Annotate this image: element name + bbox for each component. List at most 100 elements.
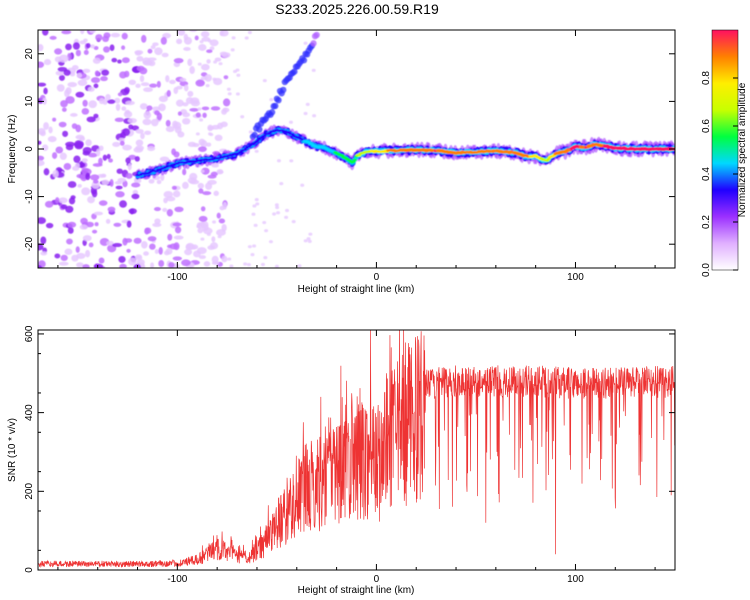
noise-cell: [38, 82, 47, 87]
noise-cell: [166, 90, 171, 97]
noise-cell: [55, 197, 60, 204]
noise-cell: [183, 84, 189, 92]
noise-cell: [92, 179, 99, 184]
noise-cell: [122, 144, 132, 151]
ridge-cell: [351, 160, 356, 163]
noise-cell: [179, 77, 187, 82]
ridge-core: [423, 148, 430, 152]
noise-cell: [184, 248, 193, 256]
noise-cell: [198, 188, 204, 194]
noise-cell: [77, 183, 82, 188]
noise-cell: [247, 245, 252, 249]
snr-ylabel: SNR (10 * v/v): [7, 418, 18, 482]
noise-cell: [222, 107, 227, 112]
noise-cell: [182, 168, 187, 176]
noise-cell: [260, 262, 265, 267]
noise-cell: [96, 148, 101, 157]
noise-cell: [285, 208, 290, 213]
noise-cell: [38, 265, 43, 268]
noise-cell: [121, 106, 127, 111]
noise-cell: [279, 182, 284, 186]
noise-cell: [231, 36, 236, 40]
noise-cell: [86, 116, 96, 123]
noise-cell: [67, 227, 74, 234]
noise-cell: [222, 98, 231, 107]
noise-cell: [94, 70, 100, 77]
noise-cell: [85, 249, 91, 258]
noise-cell: [52, 117, 57, 122]
noise-cell: [207, 126, 215, 131]
noise-cell: [135, 139, 144, 147]
noise-cell: [72, 42, 80, 50]
noise-cell: [119, 263, 127, 268]
noise-cell: [276, 159, 281, 163]
noise-cell: [243, 262, 248, 266]
noise-cell: [276, 211, 281, 215]
noise-cell: [60, 254, 68, 262]
noise-cell: [202, 191, 212, 196]
noise-cell: [198, 138, 206, 146]
noise-cell: [131, 182, 141, 188]
noise-cell: [93, 113, 99, 119]
noise-cell: [172, 256, 182, 261]
ridge-core: [402, 148, 409, 152]
noise-cell: [183, 33, 189, 41]
noise-cell: [152, 222, 162, 227]
noise-cell: [182, 181, 189, 190]
noise-cell: [207, 132, 212, 136]
ridge-core: [597, 143, 604, 147]
noise-cell: [92, 57, 101, 64]
noise-cell: [254, 149, 259, 153]
noise-cell: [64, 248, 73, 255]
noise-cell: [67, 181, 77, 188]
noise-cell: [185, 243, 193, 251]
ridge-core: [490, 149, 497, 153]
chart-title: S233.2025.226.00.59.R19: [275, 1, 439, 17]
noise-cell: [197, 107, 202, 111]
noise-cell: [255, 202, 260, 206]
noise-cell: [206, 232, 211, 236]
noise-cell: [133, 178, 142, 184]
spectrogram-xtick-label: 100: [567, 272, 584, 283]
noise-cell: [134, 156, 140, 162]
noise-cell: [248, 130, 253, 134]
noise-cell: [122, 128, 131, 136]
noise-cell: [42, 30, 49, 36]
noise-cell: [221, 223, 227, 232]
noise-cell: [113, 222, 122, 227]
branch-cell: [291, 68, 298, 75]
noise-cell: [133, 147, 144, 153]
noise-cell: [107, 206, 116, 213]
noise-cell: [122, 237, 128, 246]
noise-cell: [110, 32, 121, 38]
noise-cell: [226, 87, 231, 91]
noise-cell: [201, 106, 210, 111]
noise-cell: [141, 241, 148, 249]
noise-cell: [108, 158, 113, 163]
noise-cell: [305, 102, 310, 106]
ridge-core: [650, 147, 657, 151]
noise-cell: [147, 57, 157, 62]
noise-cell: [141, 34, 147, 43]
noise-cell: [82, 150, 91, 156]
noise-cell: [119, 140, 125, 146]
noise-cell: [200, 206, 206, 212]
noise-cell: [221, 255, 228, 263]
noise-cell: [200, 31, 210, 38]
noise-cell: [247, 30, 252, 35]
noise-cell: [90, 77, 101, 84]
noise-cell: [198, 43, 207, 51]
noise-cell: [166, 209, 174, 217]
noise-cell: [216, 212, 221, 219]
noise-cell: [211, 163, 219, 168]
noise-cell: [148, 178, 155, 184]
noise-cell: [197, 182, 205, 189]
noise-cell: [38, 140, 42, 145]
noise-cell: [165, 119, 171, 127]
noise-cell: [38, 128, 46, 135]
noise-cell: [65, 205, 74, 213]
colorbar: 0.0 0.2 0.4 0.6 0.8 Normalized spectral ampl…: [701, 29, 748, 277]
noise-cell: [75, 49, 81, 57]
